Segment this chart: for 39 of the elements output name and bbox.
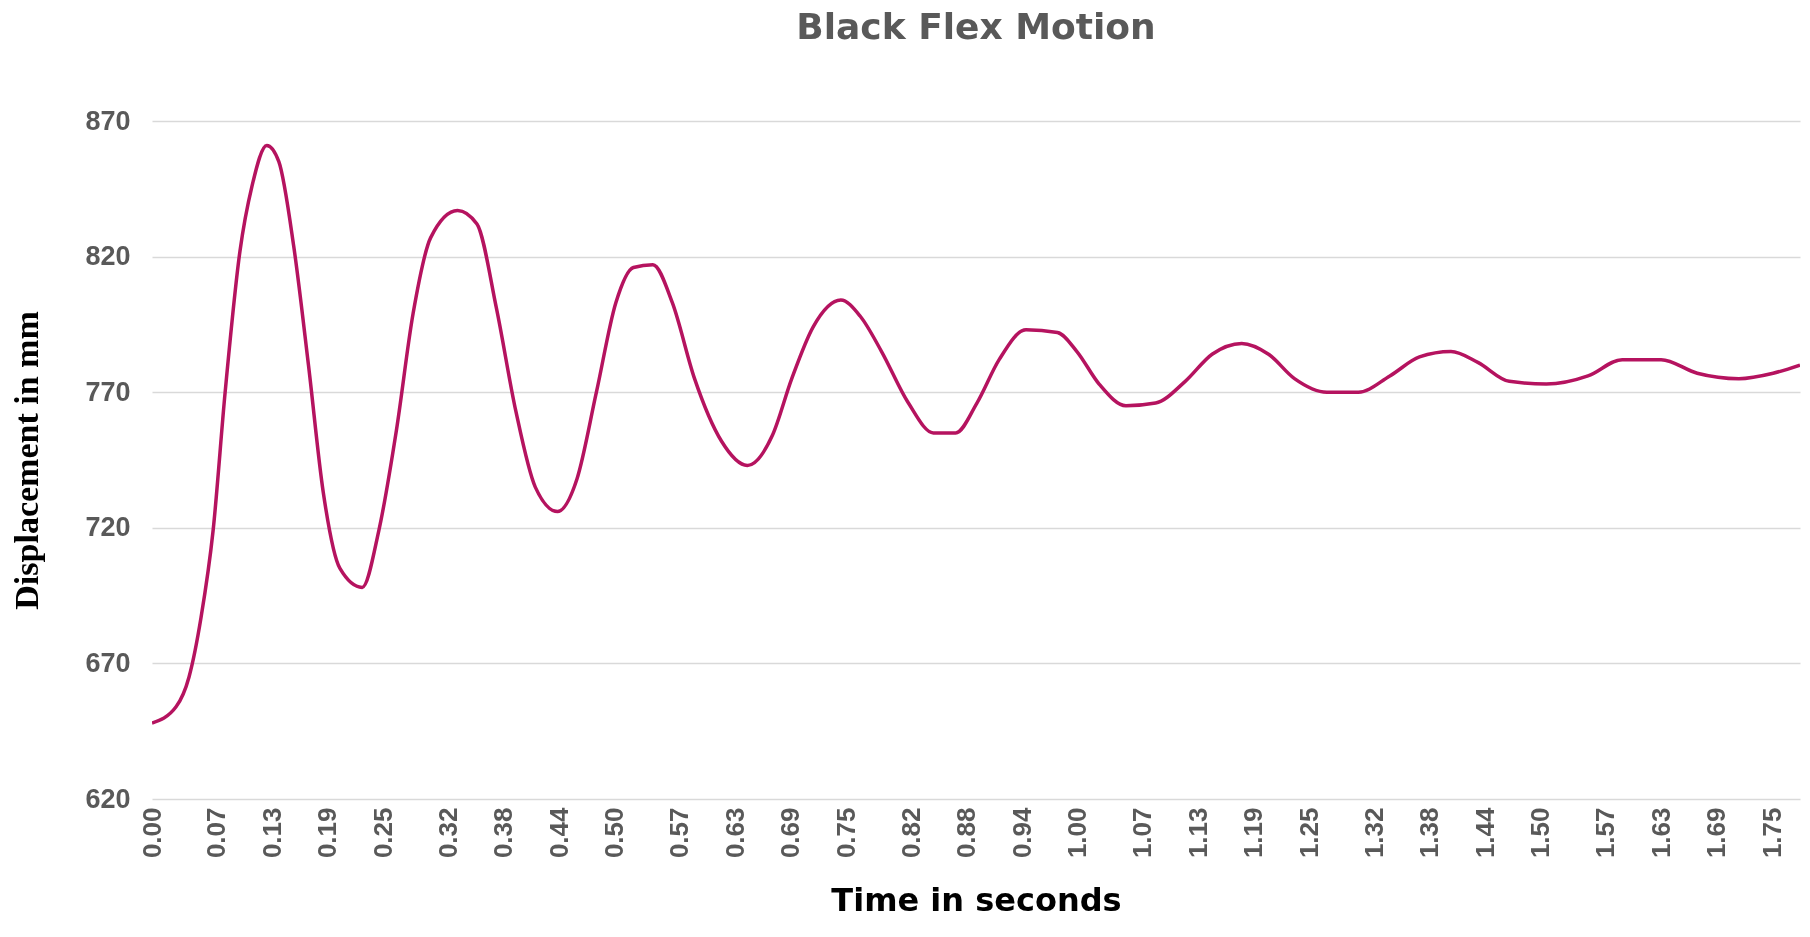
- x-tick-label: 0.44: [543, 806, 574, 859]
- x-tick-label: 1.38: [1414, 807, 1445, 859]
- x-tick-label: 1.32: [1358, 807, 1389, 859]
- y-tick-label: 870: [85, 105, 131, 136]
- x-tick-label: 1.00: [1062, 807, 1093, 859]
- x-tick-label: 1.50: [1525, 807, 1556, 859]
- y-tick-label: 820: [85, 241, 131, 272]
- x-tick-label: 0.00: [136, 807, 167, 859]
- x-tick-label: 1.13: [1182, 807, 1213, 859]
- x-tick-label: 0.38: [488, 807, 519, 859]
- line-series: [152, 143, 1800, 725]
- x-tick-label: 1.57: [1590, 807, 1621, 859]
- x-tick-label: 0.75: [830, 807, 861, 859]
- x-tick-label: 0.07: [201, 807, 232, 859]
- y-tick-label: 770: [85, 376, 131, 407]
- x-tick-label: 1.75: [1756, 807, 1787, 859]
- y-tick-label: 720: [85, 512, 131, 543]
- x-tick-label: 0.69: [775, 807, 806, 859]
- x-tick-label: 0.19: [312, 807, 343, 859]
- y-tick-label: 620: [85, 783, 131, 814]
- x-tick-label: 0.57: [664, 807, 695, 859]
- chart-title: Black Flex Motion: [796, 6, 1156, 47]
- x-tick-label: 0.25: [367, 807, 398, 859]
- x-tick-label: 0.88: [951, 807, 982, 859]
- x-tick-label: 1.69: [1701, 807, 1732, 859]
- x-tick-label: 0.50: [599, 807, 630, 859]
- x-axis-title: Time in seconds: [831, 881, 1122, 920]
- x-tick-label: 1.19: [1238, 807, 1269, 859]
- x-tick-label: 0.63: [719, 807, 750, 859]
- x-tick-label: 0.82: [895, 807, 926, 859]
- y-tick-label: 670: [85, 647, 131, 678]
- x-tick-label: 1.44: [1469, 806, 1500, 859]
- x-tick-label: 0.32: [432, 807, 463, 859]
- y-axis-title: Displacement in mm: [8, 311, 46, 610]
- x-tick-label: 0.13: [256, 807, 287, 859]
- x-tick-label: 1.07: [1127, 807, 1158, 859]
- x-tick-label: 0.94: [1006, 806, 1037, 859]
- x-tick-label: 1.63: [1645, 807, 1676, 859]
- x-tick-label: 1.25: [1293, 807, 1324, 859]
